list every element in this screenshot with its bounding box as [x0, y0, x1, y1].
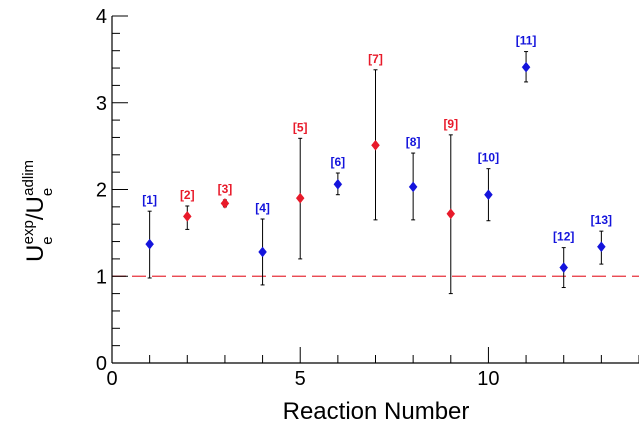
y-axis-title-sub1: e [39, 236, 56, 244]
x-tick-label: 5 [295, 368, 306, 390]
y-tick-label: 1 [96, 266, 107, 288]
y-axis-title-slash: /U [22, 196, 49, 220]
data-point-marker [295, 192, 305, 204]
axis-titles-layer: Reaction Number Ueexp/Ueadlim [20, 160, 470, 425]
reference-label: [8] [406, 135, 421, 149]
data-point-marker [182, 210, 192, 222]
data-point-marker [408, 181, 418, 193]
x-tick-label: 10 [477, 368, 499, 390]
reference-label: [5] [293, 120, 308, 134]
data-point-marker [597, 241, 606, 253]
reference-label: [4] [255, 201, 270, 215]
y-axis-title-main: U [22, 245, 49, 262]
data-point-marker [559, 262, 569, 273]
y-tick-label: 2 [96, 180, 107, 202]
reference-label: [7] [368, 52, 383, 66]
reference-label: [6] [331, 155, 346, 169]
reference-label: [11] [516, 34, 537, 48]
data-point-marker [446, 208, 456, 220]
reference-label: [1] [142, 193, 157, 207]
reference-label: [10] [478, 151, 499, 165]
data-point-marker [145, 238, 154, 250]
y-axis-title: Ueexp/Ueadlim [20, 160, 56, 262]
data-point-marker [220, 197, 230, 209]
data-point-marker [333, 178, 343, 190]
axes-layer: 0 1 2 3 4 0 5 10 [96, 6, 639, 390]
y-axis-title-sup1: exp [20, 220, 37, 244]
x-tick-label: 0 [106, 368, 117, 390]
reference-label: [2] [180, 188, 195, 202]
reference-label: [12] [553, 230, 574, 244]
data-point-marker [258, 246, 267, 258]
data-point-marker [521, 61, 531, 73]
y-axis-title-sup2: adlim [20, 160, 37, 196]
data-point-marker [371, 139, 380, 151]
data-points-layer: [1] [2] [3] [4] [5] [6] [7] [8] [9] [10] [11] [12] [… [142, 34, 612, 295]
x-axis-title: Reaction Number [283, 398, 470, 424]
y-tick-label: 0 [96, 353, 107, 375]
y-tick-label: 4 [96, 6, 107, 28]
reference-label: [13] [591, 213, 612, 227]
y-tick-label: 3 [96, 93, 107, 115]
reference-label: [9] [443, 117, 458, 131]
reference-label: [3] [218, 182, 233, 196]
data-point-marker [484, 189, 493, 201]
y-axis-title-sub2: e [39, 188, 56, 196]
